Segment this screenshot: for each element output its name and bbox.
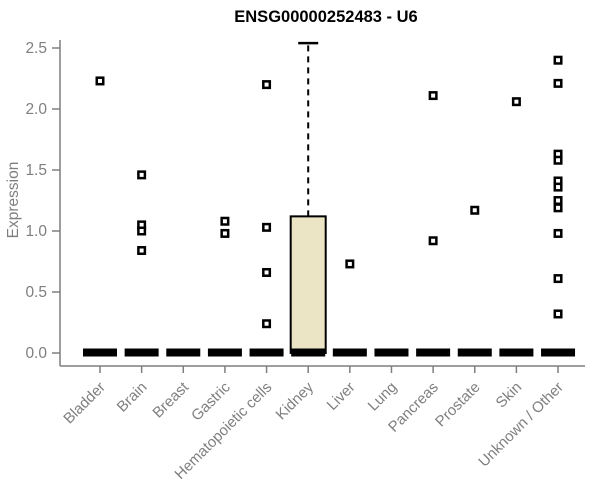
outlier-point — [553, 155, 563, 165]
median-bar — [374, 348, 409, 357]
x-tick-label: Brain — [114, 379, 151, 416]
median-bar — [457, 348, 492, 357]
outlier-point — [553, 182, 563, 192]
median-bar — [541, 348, 576, 357]
outlier-point — [553, 55, 563, 65]
outlier-point — [95, 76, 105, 86]
median-bar — [83, 348, 117, 357]
y-axis-title: Expression — [5, 162, 22, 239]
chart-title: ENSG00000252483 - U6 — [234, 8, 417, 26]
outlier-point — [553, 78, 563, 88]
y-tick-label: 0.5 — [25, 284, 47, 301]
outlier-point — [428, 236, 438, 246]
median-bar — [166, 348, 201, 357]
y-tick-label: 2.0 — [25, 101, 47, 118]
outlier-point — [137, 226, 147, 236]
outlier-point — [553, 228, 563, 238]
outlier-point — [220, 228, 230, 238]
outlier-point — [262, 80, 272, 90]
outlier-point — [345, 259, 355, 269]
outlier-point — [262, 319, 272, 329]
outlier-point — [262, 267, 272, 277]
median-bar — [207, 348, 242, 357]
outlier-point — [262, 222, 272, 232]
x-tick-label: Breast — [149, 378, 192, 421]
y-tick-label: 1.5 — [25, 162, 47, 179]
outlier-point — [470, 205, 480, 215]
x-tick-label: Skin — [493, 379, 526, 412]
outlier-point — [553, 203, 563, 213]
box-iqr — [289, 215, 327, 354]
outlier-point — [553, 274, 563, 284]
median-bar — [291, 348, 326, 357]
x-tick-label: Prostate — [432, 379, 484, 431]
outlier-point — [553, 196, 563, 205]
outlier-point — [220, 216, 230, 226]
x-tick-label: Lung — [365, 379, 401, 415]
median-bar — [499, 348, 534, 357]
outlier-point — [511, 97, 521, 107]
y-tick-label: 0.0 — [25, 345, 47, 362]
y-tick-label: 2.5 — [25, 40, 47, 57]
outlier-point — [428, 91, 438, 101]
median-bar — [416, 348, 451, 357]
x-tick-label: Bladder — [60, 379, 109, 428]
outlier-point — [553, 309, 563, 319]
outlier-point — [137, 246, 147, 256]
x-tick-label: Kidney — [273, 378, 318, 423]
outlier-point — [137, 170, 147, 180]
median-bar — [332, 348, 367, 357]
y-tick-label: 1.0 — [25, 223, 47, 240]
median-bar — [249, 348, 284, 357]
median-bar — [124, 348, 159, 357]
x-tick-label: Liver — [324, 379, 359, 414]
